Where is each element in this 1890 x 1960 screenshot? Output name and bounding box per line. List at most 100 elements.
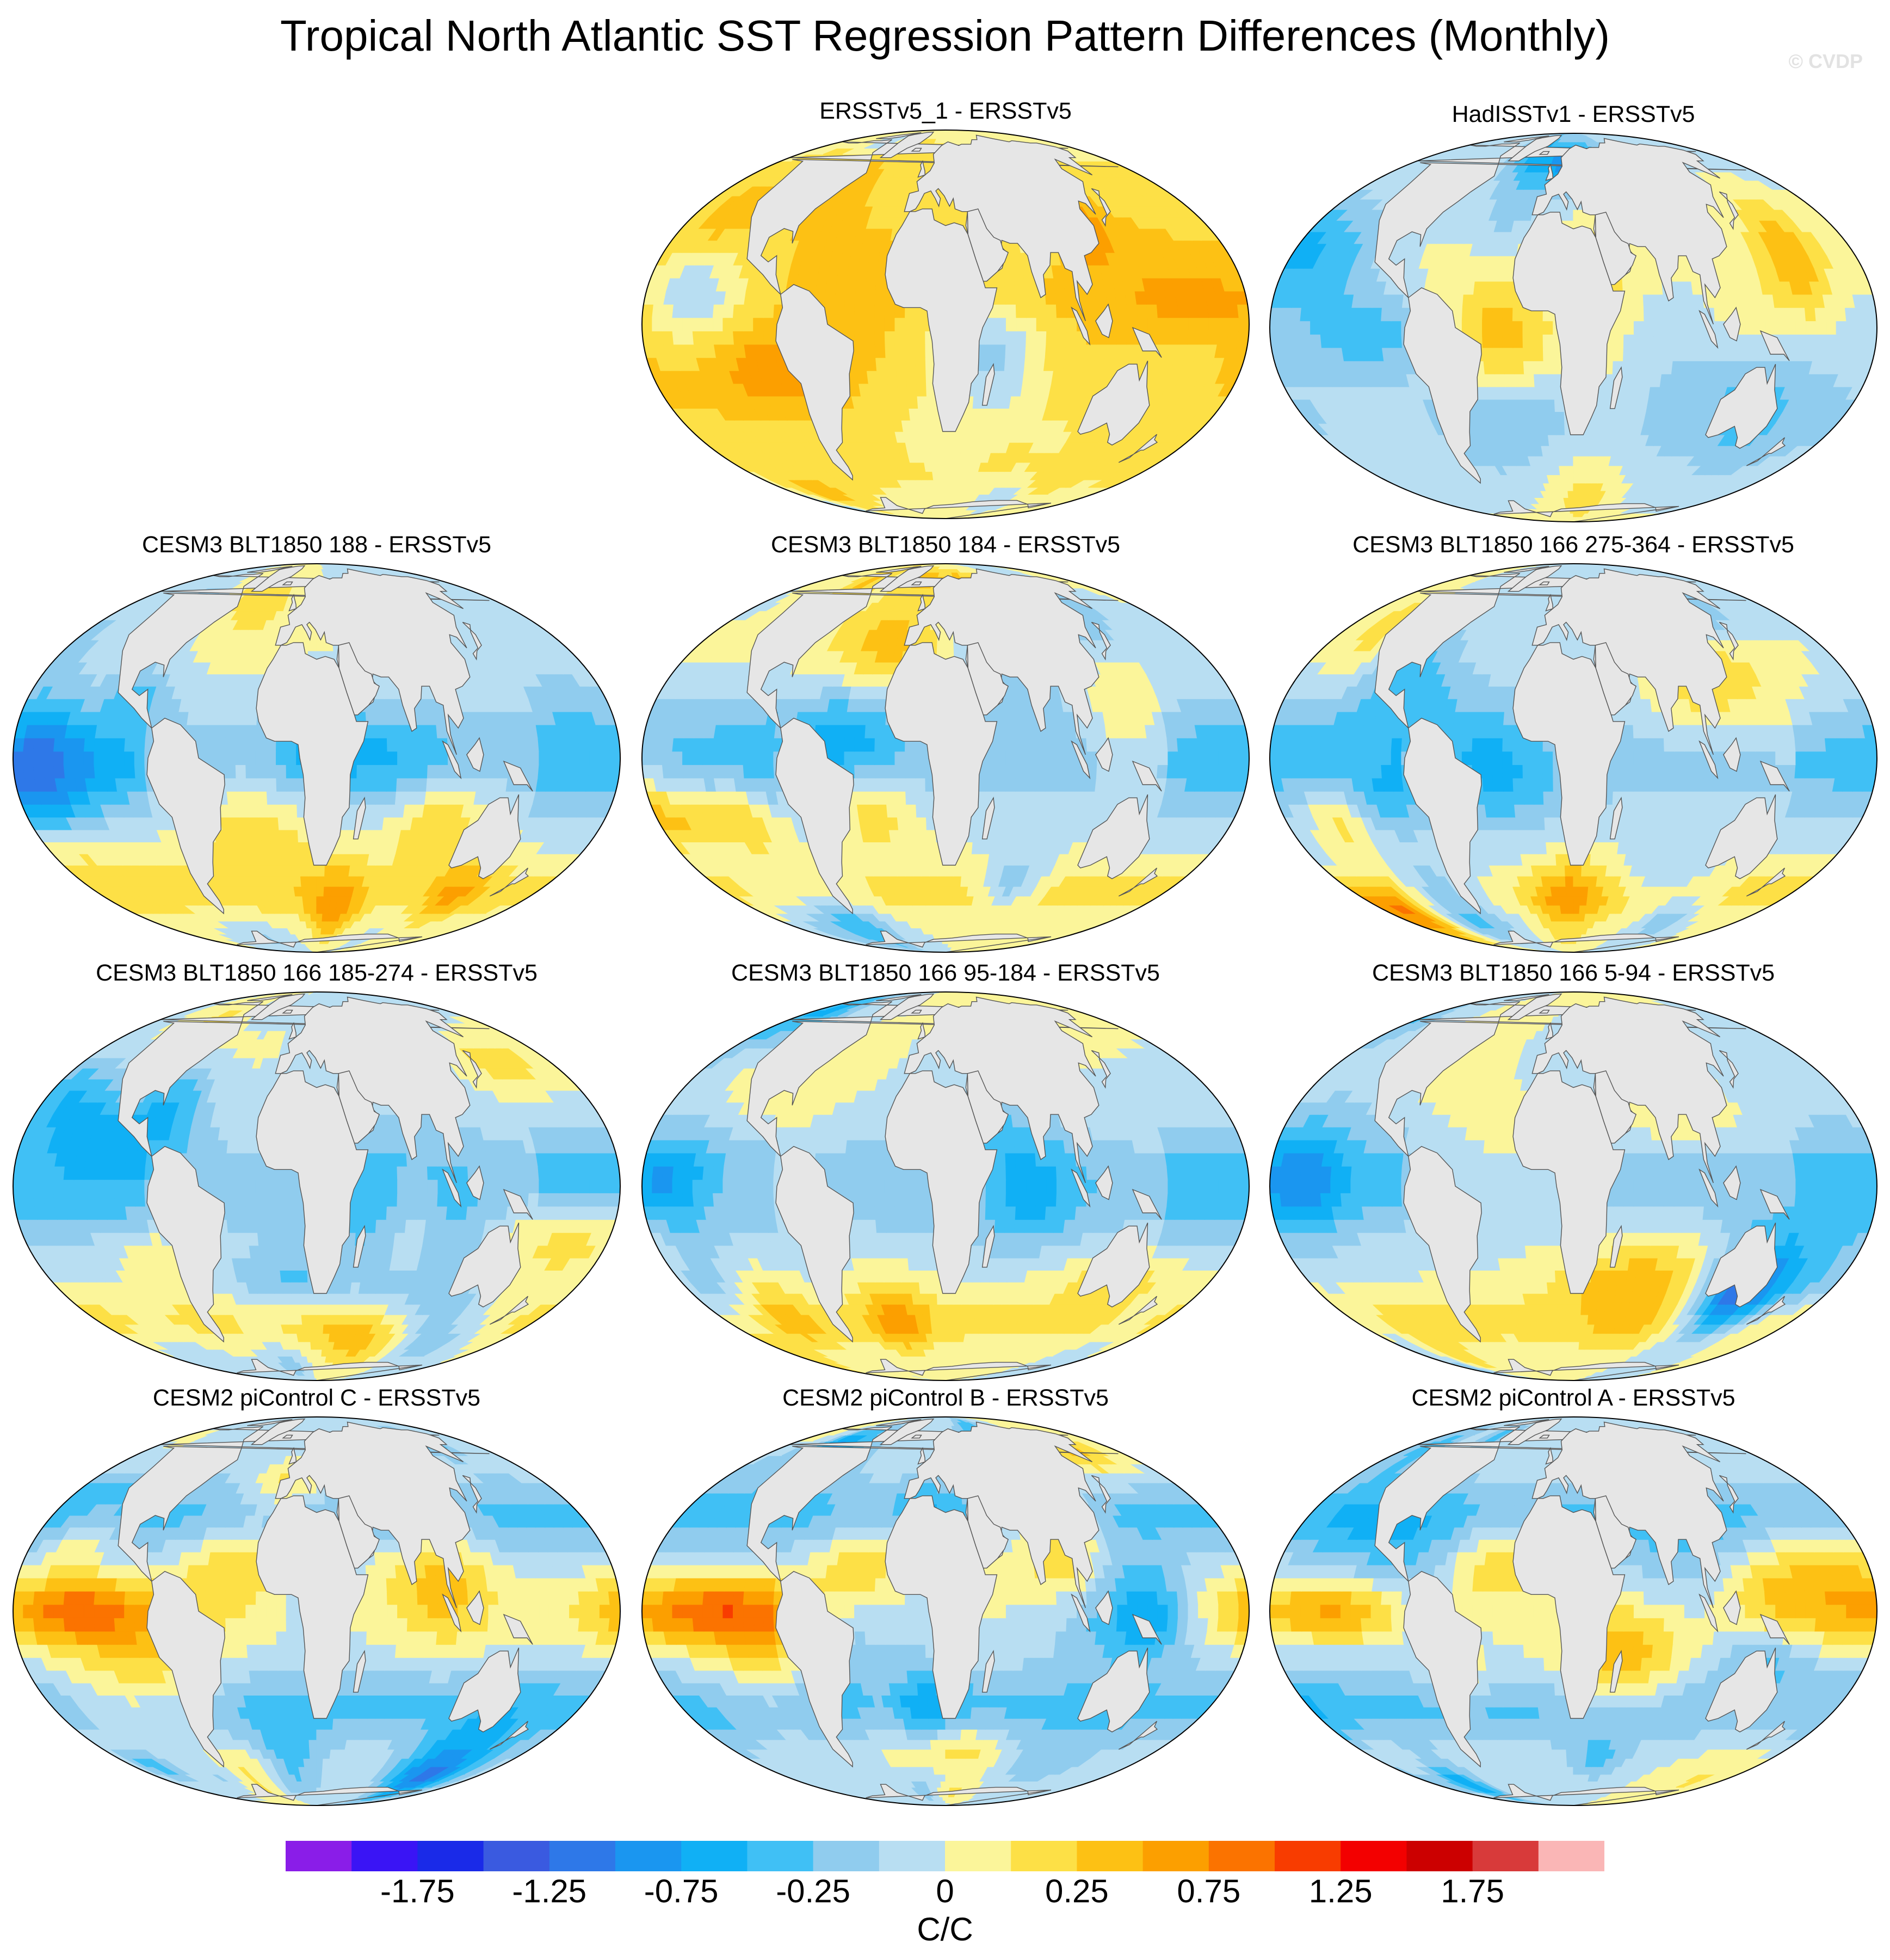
colorbar-tick-label: 1.75 xyxy=(1407,1872,1538,1911)
land-eurasia xyxy=(904,568,1100,755)
land-antarctica xyxy=(1493,930,1679,952)
colorbar-tick-label: -0.25 xyxy=(748,1872,879,1911)
land-sumatra xyxy=(1698,1593,1719,1633)
land-eurasia xyxy=(904,1421,1100,1608)
panel-title: CESM3 BLT1850 166 185-274 - ERSSTv5 xyxy=(7,959,627,987)
land-antarctica xyxy=(866,1359,1052,1380)
land-antarctica xyxy=(1493,1359,1679,1380)
land-south-america xyxy=(775,1570,854,1768)
land-south-america xyxy=(775,1145,854,1343)
land-iceland xyxy=(282,1009,293,1014)
land-new-guinea xyxy=(1132,1613,1162,1645)
land-africa xyxy=(885,1495,998,1719)
land-britain xyxy=(288,594,297,612)
land-australia xyxy=(1077,1647,1150,1733)
land-africa xyxy=(256,642,369,866)
land-africa xyxy=(1512,642,1626,866)
map-panel: HadISSTv1 - ERSSTv5 xyxy=(1263,100,1883,525)
colorbar-swatch xyxy=(813,1841,880,1871)
land-eurasia xyxy=(904,996,1100,1184)
map-border xyxy=(1269,991,1877,1381)
land-japan xyxy=(462,1475,482,1514)
land-new-zealand xyxy=(489,1296,529,1325)
land-sumatra xyxy=(1071,1593,1091,1633)
page-title: Tropical North Atlantic SST Regression P… xyxy=(0,10,1890,62)
sst-difference-map xyxy=(1269,563,1877,953)
land-canadian-arch xyxy=(247,1419,293,1426)
map-panel: CESM2 piControl C - ERSSTv5 xyxy=(7,1384,627,1808)
land-eurasia xyxy=(1531,138,1727,325)
land-greenland xyxy=(250,993,306,1020)
sst-field xyxy=(1270,1417,1877,1805)
land-iceland xyxy=(282,1434,293,1439)
land-australia xyxy=(1077,1222,1150,1308)
land-new-zealand xyxy=(1746,437,1786,466)
land-south-america xyxy=(146,1570,225,1768)
land-new-zealand xyxy=(1118,867,1158,897)
colorbar xyxy=(286,1841,1604,1871)
land-sumatra xyxy=(1698,1168,1719,1208)
sst-field xyxy=(642,1417,1249,1805)
colorbar-swatch xyxy=(681,1841,748,1871)
map-border xyxy=(13,991,621,1381)
land-britain xyxy=(1545,1447,1554,1465)
map-border xyxy=(641,563,1250,953)
colorbar-tick-label: 1.25 xyxy=(1275,1872,1406,1911)
land-south-america xyxy=(146,1145,225,1343)
land-antarctica xyxy=(1493,1784,1679,1805)
land-borneo xyxy=(466,737,484,772)
land-canadian-arch xyxy=(876,132,922,139)
land-south-america xyxy=(146,717,225,915)
land-japan xyxy=(1719,1050,1739,1089)
land-new-zealand xyxy=(1746,867,1786,897)
colorbar-swatch xyxy=(945,1841,1011,1871)
land-australia xyxy=(1077,360,1150,446)
land-canadian-arch xyxy=(876,994,922,1001)
map-panel: ERSSTv5_1 - ERSSTv5 xyxy=(635,97,1256,521)
sst-field xyxy=(13,1417,620,1805)
land-britain xyxy=(917,160,926,178)
land-eurasia xyxy=(1531,1421,1727,1608)
land-madagascar xyxy=(353,1224,366,1268)
land-japan xyxy=(1091,1050,1111,1089)
land-north-america xyxy=(746,139,1119,296)
land-eurasia xyxy=(904,134,1100,322)
land-north-america xyxy=(746,1426,1119,1583)
map-panel: CESM3 BLT1850 166 185-274 - ERSSTv5 xyxy=(7,959,627,1383)
land-japan xyxy=(1091,1475,1111,1514)
land-borneo xyxy=(1095,303,1113,338)
land-greenland xyxy=(250,565,306,592)
land-madagascar xyxy=(1609,1649,1623,1693)
land-antarctica xyxy=(237,930,423,952)
land-antarctica xyxy=(866,930,1052,952)
land-sumatra xyxy=(1698,740,1719,780)
colorbar-swatch xyxy=(1538,1841,1604,1871)
panel-title: CESM3 BLT1850 188 - ERSSTv5 xyxy=(7,531,627,559)
colorbar-tick-label: 0 xyxy=(880,1872,1010,1911)
land-new-guinea xyxy=(503,760,533,792)
land-greenland xyxy=(879,131,935,158)
map-panel: CESM2 piControl B - ERSSTv5 xyxy=(635,1384,1256,1808)
sst-field xyxy=(642,992,1249,1380)
colorbar-swatch xyxy=(1142,1841,1209,1871)
land-sumatra xyxy=(1071,306,1091,346)
panel-title: CESM2 piControl A - ERSSTv5 xyxy=(1263,1384,1883,1412)
colorbar-units: C/C xyxy=(836,1910,1054,1949)
land-new-zealand xyxy=(1118,1296,1158,1325)
sst-difference-map xyxy=(1269,1416,1877,1806)
land-south-america xyxy=(1403,1145,1482,1343)
map-border xyxy=(1269,133,1877,522)
land-africa xyxy=(1512,212,1626,435)
land-arabia-ext xyxy=(1595,212,1637,285)
colorbar-swatch xyxy=(879,1841,946,1871)
sst-difference-map xyxy=(13,563,621,953)
land-greenland xyxy=(1507,993,1562,1020)
map-panel: CESM3 BLT1850 166 95-184 - ERSSTv5 xyxy=(635,959,1256,1383)
land-borneo xyxy=(1095,1590,1113,1625)
land-japan xyxy=(1091,188,1111,227)
land-sumatra xyxy=(442,740,462,780)
sst-field xyxy=(1270,133,1877,522)
colorbar-swatch xyxy=(1341,1841,1407,1871)
land-north-america xyxy=(118,573,490,730)
land-sumatra xyxy=(442,1593,462,1633)
